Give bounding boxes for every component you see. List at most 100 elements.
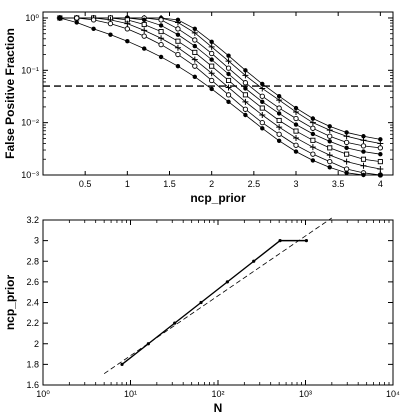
series-marker-dot [344, 130, 349, 135]
series-marker-circle [242, 106, 249, 112]
series-marker-dot [327, 139, 332, 144]
series-marker-circle [158, 41, 164, 48]
series-marker-square [293, 128, 299, 134]
series-marker-dot [243, 86, 248, 91]
top-x-tick-label: 0.5 [79, 179, 92, 189]
bottom-x-tick-label: 10² [211, 389, 224, 399]
series-marker-plus [158, 35, 165, 42]
series-marker-plus [326, 127, 333, 134]
top-series-line [59, 17, 381, 176]
series-marker-plus [377, 166, 384, 173]
series-marker-circle [225, 65, 232, 71]
series-marker-circle [192, 37, 198, 43]
top-x-tick-label: 1.5 [163, 179, 176, 189]
series-marker-plus [208, 43, 215, 50]
series-marker-circle [343, 139, 350, 146]
series-marker-dot [361, 149, 366, 154]
series-marker-circle [293, 142, 299, 148]
top-series-7 [57, 15, 383, 178]
series-marker-circle [310, 125, 316, 131]
bottom-series-group [103, 217, 333, 374]
series-marker-square [259, 105, 265, 111]
series-marker-plus [242, 72, 249, 79]
fit-line [103, 217, 333, 374]
series-marker-circle [225, 92, 232, 98]
series-marker-plus [293, 108, 300, 115]
top-x-axis-label: ncp_prior [190, 191, 246, 205]
series-marker-circle [377, 145, 383, 151]
series-marker-plus [208, 70, 215, 77]
series-marker-dot [209, 39, 214, 45]
top-series-8 [57, 15, 383, 178]
series-marker-dot [125, 38, 130, 44]
series-marker-dot [276, 94, 282, 99]
bottom-y-tick-label: 1.8 [26, 359, 39, 369]
top-tick-labels: 0.5 1 1.5 2 2.5 3 3.5 4 10⁻³ 10⁻² 10⁻¹ 10⁰ [21, 13, 383, 189]
top-y-tick-label: 10⁰ [25, 13, 39, 23]
series-marker-plus [360, 162, 367, 169]
series-marker-circle [107, 20, 114, 27]
series-marker-circle [276, 131, 282, 137]
series-marker-dot [361, 134, 366, 139]
series-marker-circle [209, 50, 215, 57]
series-marker-dot [192, 74, 198, 80]
series-marker-dot [310, 116, 316, 121]
series-marker-dot [74, 20, 79, 25]
series-marker-plus [259, 85, 266, 92]
data-line [121, 239, 307, 365]
data-point [120, 362, 124, 366]
series-marker-plus [242, 98, 249, 105]
series-marker-circle [158, 17, 164, 23]
series-marker-dot [226, 99, 231, 105]
top-y-tick-label: 10⁻³ [21, 170, 39, 180]
series-marker-dot [260, 81, 265, 87]
series-marker-circle [90, 17, 97, 23]
series-marker-dot [293, 105, 299, 111]
series-marker-circle [327, 158, 333, 165]
data-point [304, 239, 309, 243]
series-marker-dot [378, 151, 383, 157]
series-marker-plus [191, 56, 198, 63]
data-point [252, 259, 256, 263]
series-marker-dot [226, 53, 231, 58]
series-marker-dot [310, 131, 316, 137]
series-marker-circle [327, 133, 333, 139]
series-marker-square [158, 29, 164, 35]
top-x-tick-label: 3 [294, 179, 299, 189]
series-marker-circle [259, 120, 265, 126]
series-marker-dot [108, 32, 113, 37]
series-marker-circle [209, 77, 215, 84]
top-series-line [59, 17, 381, 149]
data-point [278, 239, 282, 243]
series-marker-plus [174, 44, 181, 51]
top-series-line [59, 17, 381, 163]
series-marker-dot [243, 68, 248, 73]
top-y-axis-label: False Positive Fraction [3, 28, 17, 159]
series-marker-dot [378, 137, 383, 142]
series-marker-dot [276, 138, 282, 144]
series-marker-circle [175, 51, 181, 58]
series-marker-circle [310, 151, 316, 157]
series-marker-dot [209, 57, 214, 62]
data-point [199, 300, 203, 305]
bottom-x-tick-label: 10³ [299, 389, 312, 399]
series-marker-square [175, 38, 181, 44]
data-point [146, 342, 150, 346]
series-marker-plus [276, 124, 283, 131]
series-marker-plus [309, 144, 316, 151]
top-y-tick-label: 10⁻¹ [21, 65, 39, 75]
series-marker-plus [225, 84, 232, 91]
bottom-y-axis-label: ncp_prior [3, 275, 17, 331]
top-series-group [56, 14, 384, 178]
series-marker-plus [141, 27, 148, 34]
top-y-tick-label: 10⁻² [21, 118, 39, 128]
series-marker-plus [343, 133, 350, 140]
series-marker-plus [360, 137, 367, 144]
series-marker-circle [259, 93, 265, 99]
series-marker-dot [260, 126, 265, 131]
series-marker-dot [226, 71, 231, 77]
series-marker-square [377, 159, 383, 165]
top-x-tick-label: 3.5 [332, 179, 345, 189]
top-plot-frame [42, 11, 394, 176]
series-marker-circle [192, 63, 198, 69]
